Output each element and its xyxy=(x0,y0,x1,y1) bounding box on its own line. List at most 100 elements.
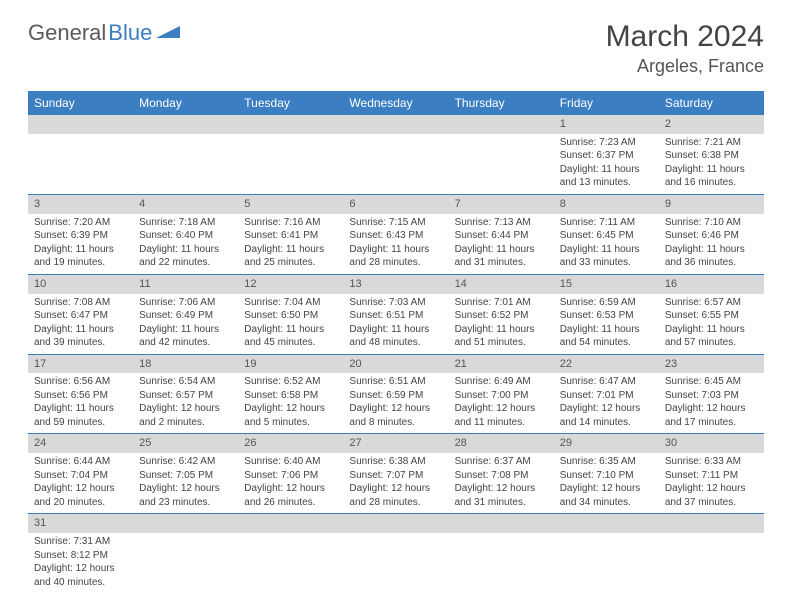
calendar-row: 1Sunrise: 7:23 AMSunset: 6:37 PMDaylight… xyxy=(28,115,764,194)
empty-daynum xyxy=(28,115,133,134)
calendar-cell: 4Sunrise: 7:18 AMSunset: 6:40 PMDaylight… xyxy=(133,194,238,274)
header: GeneralBlue March 2024 Argeles, France xyxy=(28,20,764,77)
sunrise-text: Sunrise: 7:03 AM xyxy=(349,296,442,310)
sunrise-text: Sunrise: 6:44 AM xyxy=(34,455,127,469)
day-header: Friday xyxy=(554,91,659,115)
day-details: Sunrise: 6:59 AMSunset: 6:53 PMDaylight:… xyxy=(554,294,659,354)
day-number: 4 xyxy=(133,195,238,214)
sunset-text: Sunset: 6:39 PM xyxy=(34,229,127,243)
sunrise-text: Sunrise: 7:10 AM xyxy=(665,216,758,230)
daylight-text: Daylight: 12 hours and 11 minutes. xyxy=(455,402,548,429)
day-header: Wednesday xyxy=(343,91,448,115)
sunset-text: Sunset: 7:08 PM xyxy=(455,469,548,483)
day-details: Sunrise: 6:51 AMSunset: 6:59 PMDaylight:… xyxy=(343,373,448,433)
calendar-cell: 2Sunrise: 7:21 AMSunset: 6:38 PMDaylight… xyxy=(659,115,764,194)
calendar-row: 17Sunrise: 6:56 AMSunset: 6:56 PMDayligh… xyxy=(28,354,764,434)
daylight-text: Daylight: 11 hours and 54 minutes. xyxy=(560,323,653,350)
sunset-text: Sunset: 6:47 PM xyxy=(34,309,127,323)
calendar-cell: 24Sunrise: 6:44 AMSunset: 7:04 PMDayligh… xyxy=(28,434,133,514)
sunset-text: Sunset: 7:10 PM xyxy=(560,469,653,483)
calendar-cell: 15Sunrise: 6:59 AMSunset: 6:53 PMDayligh… xyxy=(554,274,659,354)
calendar-cell: 18Sunrise: 6:54 AMSunset: 6:57 PMDayligh… xyxy=(133,354,238,434)
calendar-cell: 7Sunrise: 7:13 AMSunset: 6:44 PMDaylight… xyxy=(449,194,554,274)
sunrise-text: Sunrise: 6:35 AM xyxy=(560,455,653,469)
day-number: 24 xyxy=(28,434,133,453)
sunset-text: Sunset: 8:12 PM xyxy=(34,549,127,563)
daylight-text: Daylight: 12 hours and 26 minutes. xyxy=(244,482,337,509)
calendar-table: Sunday Monday Tuesday Wednesday Thursday… xyxy=(28,91,764,593)
day-number: 9 xyxy=(659,195,764,214)
day-details: Sunrise: 7:16 AMSunset: 6:41 PMDaylight:… xyxy=(238,214,343,274)
sunrise-text: Sunrise: 7:16 AM xyxy=(244,216,337,230)
sunrise-text: Sunrise: 7:18 AM xyxy=(139,216,232,230)
day-number: 28 xyxy=(449,434,554,453)
month-title: March 2024 xyxy=(606,20,764,54)
empty-daynum xyxy=(449,514,554,533)
daylight-text: Daylight: 11 hours and 39 minutes. xyxy=(34,323,127,350)
day-number: 3 xyxy=(28,195,133,214)
calendar-cell xyxy=(449,514,554,593)
day-number: 18 xyxy=(133,355,238,374)
daylight-text: Daylight: 11 hours and 33 minutes. xyxy=(560,243,653,270)
daylight-text: Daylight: 11 hours and 16 minutes. xyxy=(665,163,758,190)
sunset-text: Sunset: 6:51 PM xyxy=(349,309,442,323)
calendar-row: 24Sunrise: 6:44 AMSunset: 7:04 PMDayligh… xyxy=(28,434,764,514)
day-number: 26 xyxy=(238,434,343,453)
calendar-cell xyxy=(659,514,764,593)
daylight-text: Daylight: 12 hours and 2 minutes. xyxy=(139,402,232,429)
calendar-cell xyxy=(133,115,238,194)
empty-daynum xyxy=(343,115,448,134)
calendar-row: 31Sunrise: 7:31 AMSunset: 8:12 PMDayligh… xyxy=(28,514,764,593)
sunset-text: Sunset: 6:52 PM xyxy=(455,309,548,323)
day-details: Sunrise: 7:13 AMSunset: 6:44 PMDaylight:… xyxy=(449,214,554,274)
calendar-cell: 8Sunrise: 7:11 AMSunset: 6:45 PMDaylight… xyxy=(554,194,659,274)
day-number: 10 xyxy=(28,275,133,294)
day-header: Thursday xyxy=(449,91,554,115)
sunset-text: Sunset: 7:07 PM xyxy=(349,469,442,483)
calendar-cell xyxy=(554,514,659,593)
day-header: Saturday xyxy=(659,91,764,115)
day-details: Sunrise: 7:08 AMSunset: 6:47 PMDaylight:… xyxy=(28,294,133,354)
daylight-text: Daylight: 11 hours and 36 minutes. xyxy=(665,243,758,270)
calendar-cell: 5Sunrise: 7:16 AMSunset: 6:41 PMDaylight… xyxy=(238,194,343,274)
day-details: Sunrise: 7:06 AMSunset: 6:49 PMDaylight:… xyxy=(133,294,238,354)
sunrise-text: Sunrise: 7:13 AM xyxy=(455,216,548,230)
day-details: Sunrise: 6:38 AMSunset: 7:07 PMDaylight:… xyxy=(343,453,448,513)
sunset-text: Sunset: 6:45 PM xyxy=(560,229,653,243)
daylight-text: Daylight: 11 hours and 31 minutes. xyxy=(455,243,548,270)
daylight-text: Daylight: 12 hours and 20 minutes. xyxy=(34,482,127,509)
day-details: Sunrise: 6:54 AMSunset: 6:57 PMDaylight:… xyxy=(133,373,238,433)
empty-daynum xyxy=(343,514,448,533)
calendar-cell: 30Sunrise: 6:33 AMSunset: 7:11 PMDayligh… xyxy=(659,434,764,514)
empty-daynum xyxy=(133,514,238,533)
empty-daynum xyxy=(238,514,343,533)
calendar-cell xyxy=(238,115,343,194)
daylight-text: Daylight: 12 hours and 37 minutes. xyxy=(665,482,758,509)
daylight-text: Daylight: 12 hours and 28 minutes. xyxy=(349,482,442,509)
calendar-cell: 17Sunrise: 6:56 AMSunset: 6:56 PMDayligh… xyxy=(28,354,133,434)
sunrise-text: Sunrise: 7:23 AM xyxy=(560,136,653,150)
sunrise-text: Sunrise: 6:40 AM xyxy=(244,455,337,469)
logo-flag-icon xyxy=(156,24,180,42)
day-details: Sunrise: 6:45 AMSunset: 7:03 PMDaylight:… xyxy=(659,373,764,433)
sunset-text: Sunset: 6:58 PM xyxy=(244,389,337,403)
daylight-text: Daylight: 12 hours and 8 minutes. xyxy=(349,402,442,429)
day-details: Sunrise: 6:35 AMSunset: 7:10 PMDaylight:… xyxy=(554,453,659,513)
calendar-cell: 11Sunrise: 7:06 AMSunset: 6:49 PMDayligh… xyxy=(133,274,238,354)
sunset-text: Sunset: 6:38 PM xyxy=(665,149,758,163)
calendar-row: 3Sunrise: 7:20 AMSunset: 6:39 PMDaylight… xyxy=(28,194,764,274)
calendar-cell: 1Sunrise: 7:23 AMSunset: 6:37 PMDaylight… xyxy=(554,115,659,194)
sunset-text: Sunset: 6:37 PM xyxy=(560,149,653,163)
day-details: Sunrise: 7:20 AMSunset: 6:39 PMDaylight:… xyxy=(28,214,133,274)
day-number: 30 xyxy=(659,434,764,453)
day-number: 31 xyxy=(28,514,133,533)
sunset-text: Sunset: 7:03 PM xyxy=(665,389,758,403)
sunrise-text: Sunrise: 6:47 AM xyxy=(560,375,653,389)
sunrise-text: Sunrise: 6:54 AM xyxy=(139,375,232,389)
day-details: Sunrise: 6:44 AMSunset: 7:04 PMDaylight:… xyxy=(28,453,133,513)
day-number: 6 xyxy=(343,195,448,214)
day-number: 15 xyxy=(554,275,659,294)
day-number: 20 xyxy=(343,355,448,374)
day-details: Sunrise: 7:23 AMSunset: 6:37 PMDaylight:… xyxy=(554,134,659,194)
sunrise-text: Sunrise: 7:21 AM xyxy=(665,136,758,150)
